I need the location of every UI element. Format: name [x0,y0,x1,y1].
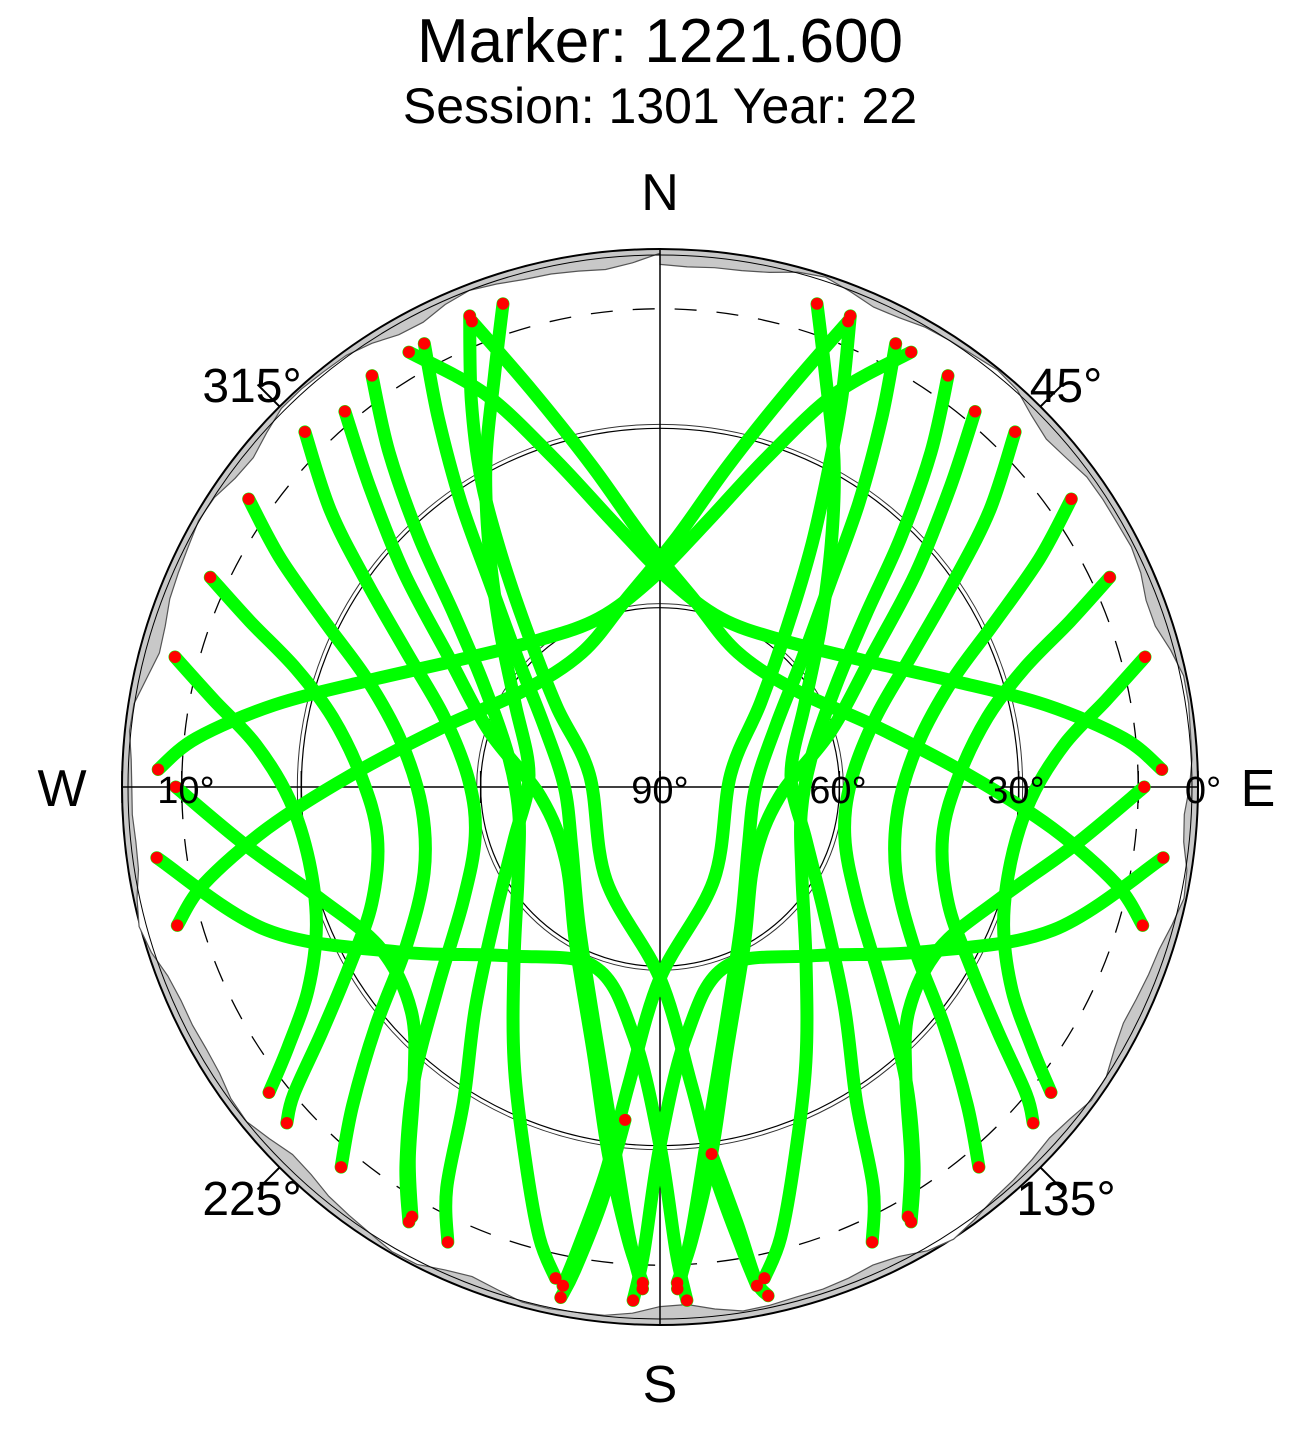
chart-subtitle: Session: 1301 Year: 22 [403,78,917,134]
elevation-label-10: 10° [157,770,214,812]
track-endpoint-14-start [365,369,378,382]
track-endpoint-12-end [750,1279,763,1292]
satellite-track-22 [338,405,650,1290]
track-endpoint-20-start [842,315,855,328]
track-endpoint-11-start [969,405,982,418]
satellite-track-9 [465,314,1150,932]
azimuth-label-315: 315° [202,360,301,413]
track-endpoint-27-start [619,1113,632,1126]
track-endpoint-16-start [242,492,255,505]
track-endpoint-7-start [1139,651,1152,664]
azimuth-tick-225 [256,1166,281,1191]
azimuth-label-225: 225° [202,1173,301,1226]
track-endpoint-10-start [811,297,824,310]
satellite-track-6 [935,570,1117,1130]
track-endpoint-5-end [972,1161,985,1174]
satellite-track-8 [402,345,1169,776]
satellite-track-25 [169,780,422,1224]
track-endpoint-25-end [405,1210,418,1223]
track-endpoint-14-end [549,1272,562,1285]
track-endpoint-4-start [1009,425,1022,438]
satellite-track-19 [151,345,918,776]
track-endpoint-9-end [1136,919,1149,932]
track-endpoint-28-end [762,1289,775,1302]
track-endpoint-3-start [942,369,955,382]
track-endpoint-20-end [171,919,184,932]
satellite-track-23 [150,851,694,1307]
compass-south-label: S [643,1356,678,1414]
azimuth-tick-45 [1039,383,1064,408]
track-endpoint-18-end [263,1086,276,1099]
track-endpoint-24-end [627,1294,640,1307]
compass-north-label: N [641,164,679,222]
track-endpoint-24-start [1157,851,1170,864]
satellite-track-28 [705,1147,775,1303]
track-endpoint-19-start [905,346,918,359]
track-endpoint-22-start [338,405,351,418]
track-endpoint-10-end [866,1236,879,1249]
elevation-label-90: 90° [631,770,688,812]
track-endpoint-5-start [1065,492,1078,505]
polar-plot-area [121,248,1199,1326]
track-endpoint-25-start [169,781,182,793]
track-endpoint-19-end [152,763,165,776]
track-endpoint-23-end [680,1294,693,1307]
elevation-label-30: 30° [987,770,1044,812]
satellite-track-16 [242,492,432,1174]
track-endpoint-15-start [298,425,311,438]
track-endpoint-26-end [902,1210,915,1223]
track-endpoint-3-end [758,1272,771,1285]
track-endpoint-26-start [1138,781,1151,793]
compass-west-label: W [37,760,86,818]
satellite-track-20 [170,314,855,932]
track-endpoint-13-start [418,337,431,350]
satellite-tracks [150,297,1170,1307]
satellite-track-26 [898,780,1151,1224]
track-endpoint-23-start [150,851,163,864]
track-endpoint-28-start [705,1148,718,1161]
track-endpoint-16-end [335,1161,348,1174]
satellite-track-13 [417,337,649,1296]
satellite-track-5 [888,492,1078,1174]
azimuth-label-45: 45° [1030,360,1103,413]
elevation-label-0: 0° [1185,770,1221,812]
track-endpoints [150,297,1170,1307]
track-endpoint-8-end [1155,763,1168,776]
elevation-label-60: 60° [809,770,866,812]
track-endpoint-7-end [1044,1086,1057,1099]
track-endpoint-1-end [557,1279,570,1292]
track-endpoint-21-start [496,297,509,310]
track-endpoint-17-start [204,571,217,584]
azimuth-tick-135 [1039,1166,1064,1191]
track-endpoint-18-start [168,651,181,664]
azimuth-tick-315 [256,383,281,408]
satellite-track-24 [626,851,1170,1307]
compass-east-label: E [1241,760,1276,818]
chart-title: Marker: 1221.600 [417,7,903,76]
track-endpoint-11-end [671,1276,684,1289]
track-endpoint-6-end [1027,1116,1040,1129]
azimuth-label-135: 135° [1016,1173,1115,1226]
track-endpoint-17-end [280,1116,293,1129]
track-endpoint-21-end [441,1236,454,1249]
track-endpoint-27-end [554,1291,567,1304]
track-endpoint-2-start [889,337,902,350]
satellite-track-17 [203,570,385,1130]
track-endpoint-12-start [463,309,476,322]
track-endpoint-6-start [1103,571,1116,584]
track-endpoint-8-start [402,346,415,359]
track-endpoint-22-end [636,1276,649,1289]
